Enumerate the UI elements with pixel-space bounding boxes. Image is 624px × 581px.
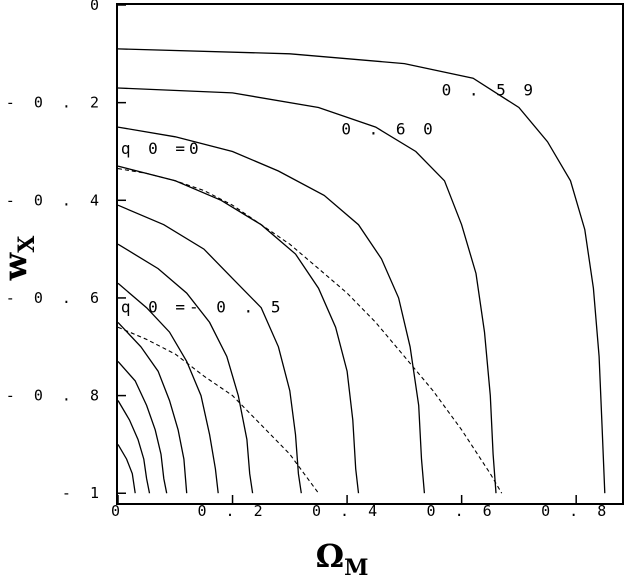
x-tick-label-2: 0 . 4 bbox=[312, 502, 382, 520]
contour-annotation-4: q 0 =- 0 . 5 bbox=[121, 298, 285, 317]
contour-annotation-3: q 0 =0 bbox=[121, 139, 203, 158]
dashed-curve-2 bbox=[117, 326, 319, 494]
contour-annotation-1: 0 . 5 9 bbox=[442, 80, 537, 99]
contour-line-10 bbox=[117, 400, 151, 494]
y-axis-label-sub: X bbox=[14, 235, 40, 253]
y-ticks: 0 - 0 . 2 - 0 . 4 - 0 . 6 - 0 . 8 - 1 bbox=[6, 0, 126, 502]
x-ticks: 0 0 . 2 0 . 4 0 . 6 0 . 8 bbox=[111, 495, 611, 520]
x-tick-label-1: 0 . 2 bbox=[197, 502, 267, 520]
y-tick-label-1: - 0 . 2 bbox=[6, 94, 104, 112]
y-axis-label: wX bbox=[0, 235, 40, 282]
x-tick-label-3: 0 . 6 bbox=[427, 502, 497, 520]
contour-line-2 bbox=[117, 87, 497, 494]
contour-lines bbox=[117, 48, 606, 494]
y-axis-label-main: w bbox=[0, 251, 34, 281]
y-tick-label-4: - 0 . 8 bbox=[6, 387, 104, 405]
x-tick-label-0: 0 bbox=[111, 502, 125, 520]
y-tick-label-3: - 0 . 6 bbox=[6, 289, 104, 307]
x-axis-label-sub: M bbox=[344, 555, 368, 581]
dashed-curves bbox=[117, 168, 503, 494]
plot-frame bbox=[116, 3, 624, 505]
contour-line-5 bbox=[117, 204, 302, 494]
dashed-curve-1 bbox=[117, 168, 503, 494]
x-axis-label-main: Ω bbox=[316, 537, 344, 575]
y-tick-label-5: - 1 bbox=[62, 484, 104, 502]
x-tick-label-4: 0 . 8 bbox=[541, 502, 611, 520]
contour-line-6 bbox=[117, 243, 254, 494]
y-tick-label-0: 0 bbox=[90, 0, 104, 14]
y-tick-label-2: - 0 . 4 bbox=[6, 191, 104, 209]
contour-line-3 bbox=[117, 126, 426, 494]
contour-line-9 bbox=[117, 360, 168, 494]
annotations: 0 . 5 9 0 . 6 0 q 0 =0 q 0 =- 0 . 5 bbox=[121, 80, 537, 317]
contour-line-8 bbox=[117, 321, 188, 494]
x-axis-label: ΩM bbox=[316, 537, 369, 581]
contour-line-11 bbox=[117, 444, 136, 494]
contour-line-7 bbox=[117, 282, 219, 494]
contour-annotation-2: 0 . 6 0 bbox=[341, 119, 436, 138]
contour-line-4 bbox=[117, 165, 360, 494]
contour-line-1 bbox=[117, 48, 606, 494]
